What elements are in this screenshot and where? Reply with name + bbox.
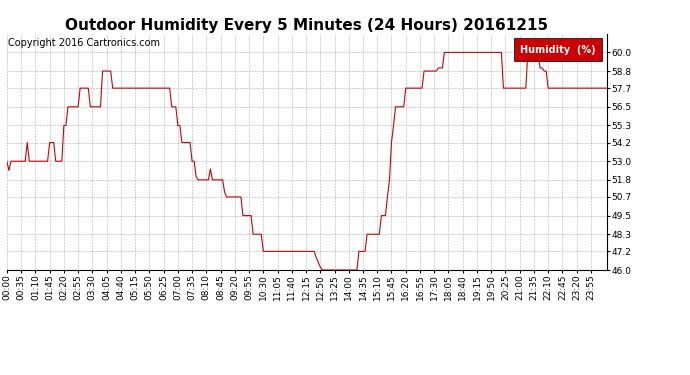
Title: Outdoor Humidity Every 5 Minutes (24 Hours) 20161215: Outdoor Humidity Every 5 Minutes (24 Hou… (66, 18, 549, 33)
Text: Humidity  (%): Humidity (%) (520, 45, 596, 55)
Text: Copyright 2016 Cartronics.com: Copyright 2016 Cartronics.com (8, 39, 160, 48)
FancyBboxPatch shape (514, 39, 602, 61)
